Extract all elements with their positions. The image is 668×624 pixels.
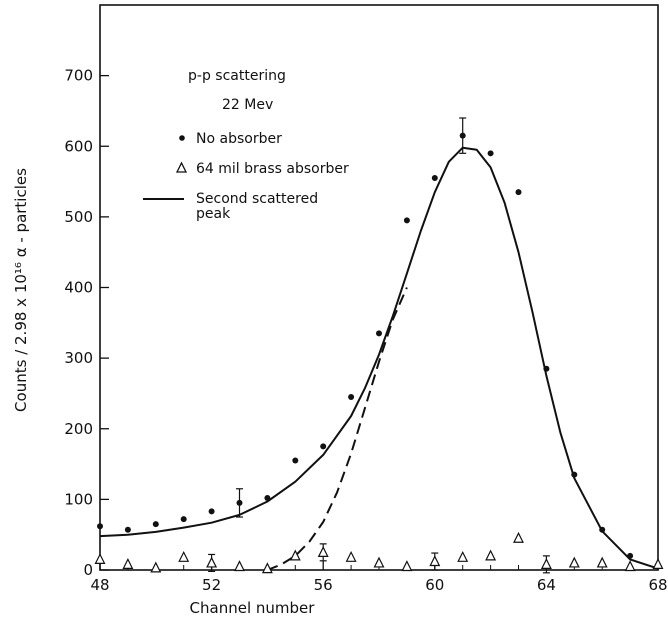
data-point-brass-absorber	[457, 550, 469, 562]
fitted-solid-curve	[99, 146, 659, 570]
y-tick-label: 400	[64, 279, 93, 297]
y-tick-label: 600	[64, 137, 93, 155]
x-tick-label: 68	[648, 576, 667, 594]
data-point-brass-absorber	[373, 556, 385, 568]
y-tick-label: 700	[64, 67, 93, 85]
data-point-brass-absorber	[206, 556, 218, 568]
data-points	[94, 132, 664, 574]
data-point-no-absorber	[599, 526, 606, 533]
y-tick-label: 200	[64, 420, 93, 438]
data-point-brass-absorber	[178, 550, 190, 562]
data-point-no-absorber	[264, 494, 271, 501]
legend-no-absorber-label: No absorber	[196, 131, 282, 147]
legend: p-p scattering 22 Mev No absorber 64 mil…	[143, 68, 349, 222]
data-point-brass-absorber	[429, 555, 441, 567]
data-point-no-absorber	[152, 521, 159, 528]
data-point-no-absorber	[180, 516, 187, 523]
data-point-no-absorber	[348, 393, 355, 400]
data-point-brass-absorber	[150, 561, 162, 573]
data-point-no-absorber	[403, 217, 410, 224]
data-point-no-absorber	[320, 443, 327, 450]
x-tick-label: 48	[90, 576, 109, 594]
second-peak-dashed-curve	[267, 287, 408, 571]
data-point-no-absorber	[627, 552, 634, 559]
y-tick-label: 300	[64, 349, 93, 367]
data-point-brass-absorber	[401, 560, 413, 572]
x-axis-label: Channel number	[190, 599, 316, 617]
data-point-no-absorber	[543, 365, 550, 372]
legend-brass-absorber-label: 64 mil brass absorber	[196, 161, 349, 177]
data-point-no-absorber	[515, 189, 522, 196]
annotation-title: p-p scattering	[188, 68, 286, 84]
axes: 48 52 56 60 64 68 0 100 200 300 400 500 600 700	[64, 4, 668, 594]
y-tick-label: 100	[64, 490, 93, 508]
data-point-brass-absorber	[596, 556, 608, 568]
data-point-brass-absorber	[540, 558, 552, 569]
x-tick-label: 64	[537, 576, 556, 594]
legend-second-peak-label-line1: Second scattered	[196, 191, 318, 207]
annotation-energy: 22 Mev	[222, 97, 273, 113]
x-tick-label: 56	[314, 576, 333, 594]
data-point-brass-absorber	[345, 550, 357, 562]
curves	[99, 146, 659, 571]
data-point-no-absorber	[208, 508, 215, 515]
legend-second-peak-label-line2: peak	[196, 206, 231, 222]
data-point-brass-absorber	[485, 549, 497, 561]
data-point-brass-absorber	[568, 556, 580, 568]
data-point-no-absorber	[376, 330, 382, 337]
data-point-brass-absorber	[317, 546, 329, 557]
legend-triangle-marker	[175, 161, 188, 173]
data-point-no-absorber	[431, 175, 438, 182]
x-tick-label: 60	[425, 576, 444, 594]
x-tick-label: 52	[202, 576, 221, 594]
data-point-brass-absorber	[513, 531, 524, 543]
legend-dot-marker	[179, 135, 185, 141]
data-point-brass-absorber	[94, 553, 106, 565]
data-point-brass-absorber	[624, 560, 636, 572]
data-point-no-absorber	[459, 132, 466, 139]
data-point-no-absorber	[236, 499, 243, 506]
y-tick-label: 0	[83, 561, 93, 579]
data-point-brass-absorber	[122, 558, 134, 569]
data-point-brass-absorber	[234, 560, 245, 572]
y-axis-label: Counts / 2.98 x 10¹⁶ α - particles	[12, 168, 30, 412]
data-point-brass-absorber	[652, 558, 664, 569]
data-point-brass-absorber	[289, 549, 301, 561]
data-point-no-absorber	[292, 457, 299, 464]
data-point-no-absorber	[124, 526, 131, 533]
data-point-no-absorber	[97, 523, 103, 530]
data-point-no-absorber	[571, 471, 578, 478]
data-point-brass-absorber	[261, 562, 273, 574]
data-point-no-absorber	[487, 150, 494, 157]
y-tick-label: 500	[64, 208, 93, 226]
